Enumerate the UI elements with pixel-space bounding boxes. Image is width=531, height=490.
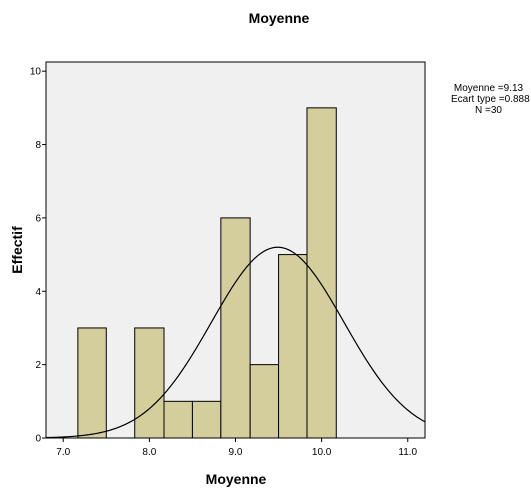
stat-mean: Moyenne =9.13 xyxy=(453,83,524,94)
y-tick-label: 10 xyxy=(30,67,42,78)
histogram-bar-6 xyxy=(249,364,280,439)
x-axis-label: Moyenne xyxy=(206,471,267,487)
x-tick-label: 8.0 xyxy=(142,447,156,458)
y-tick-label: 6 xyxy=(35,213,41,224)
stat-sd: Ecart type =0.888 xyxy=(451,94,530,105)
x-tick-label: 10.0 xyxy=(312,447,332,458)
histogram-bar-3 xyxy=(163,400,193,439)
histogram-bar-8 xyxy=(306,107,337,439)
y-tick-label: 2 xyxy=(35,360,41,371)
histogram-bar-5 xyxy=(220,217,251,439)
histogram-bar-2 xyxy=(134,327,165,439)
axes-group: 7.0 8.0 9.0 10.0 11.0 0 2 4 6 8 10 xyxy=(30,67,418,458)
histogram-bar-7 xyxy=(278,254,308,439)
y-tick-label: 0 xyxy=(35,434,41,445)
histogram-bar-4 xyxy=(191,400,222,439)
normal-curve xyxy=(45,246,426,439)
y-axis-label: Effectif xyxy=(9,226,25,274)
x-tick-label: 7.0 xyxy=(56,447,70,458)
histogram-bar-1 xyxy=(77,327,107,439)
x-tick-label: 11.0 xyxy=(398,447,417,458)
chart-title: Moyenne xyxy=(249,10,310,26)
x-tick-label: 9.0 xyxy=(229,447,243,458)
y-tick-label: 4 xyxy=(35,287,41,298)
y-tick-label: 8 xyxy=(35,140,41,151)
stat-n: N =30 xyxy=(475,105,502,116)
